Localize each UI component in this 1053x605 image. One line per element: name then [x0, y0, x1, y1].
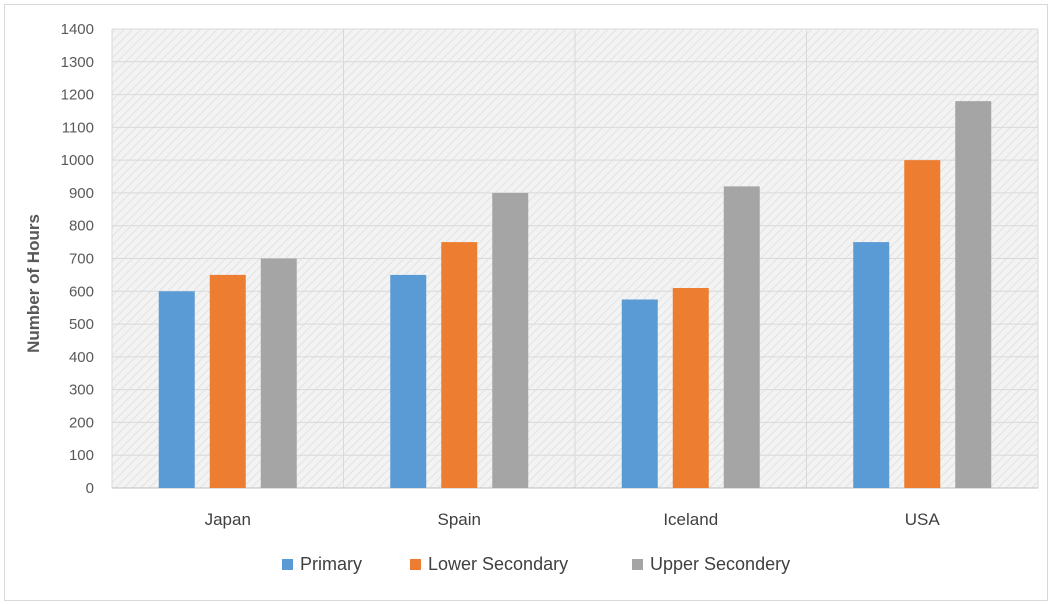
legend-label: Upper Secondery	[650, 554, 790, 574]
bar-upper-secondery-japan	[260, 258, 297, 488]
bar-primary-spain	[390, 274, 427, 488]
bar-upper-secondery-spain	[492, 192, 529, 488]
x-tick-label: Iceland	[663, 510, 718, 529]
bar-lower-secondary-japan	[209, 274, 246, 488]
y-tick-label: 1000	[61, 152, 94, 169]
y-tick-label: 300	[69, 382, 94, 399]
y-tick-label: 400	[69, 349, 94, 366]
legend-swatch	[410, 559, 421, 570]
y-tick-label: 800	[69, 218, 94, 235]
y-tick-label: 100	[69, 447, 94, 464]
bar-upper-secondery-iceland	[723, 186, 760, 488]
y-tick-label: 200	[69, 414, 94, 431]
bar-lower-secondary-spain	[441, 242, 478, 488]
x-tick-label: Spain	[438, 510, 481, 529]
y-tick-label: 1200	[61, 87, 94, 104]
y-axis-title: Number of Hours	[24, 214, 43, 353]
y-axis-ticks: 0 100 200 300 400 500 600 700 800 900 1000 1100 1200…	[61, 21, 94, 497]
legend-swatch	[282, 559, 293, 570]
y-tick-label: 1400	[61, 21, 94, 38]
bar-upper-secondery-usa	[955, 101, 992, 488]
legend-label: Lower Secondary	[428, 554, 568, 574]
legend: Primary Lower Secondary Upper Secondery	[282, 554, 790, 574]
bar-primary-iceland	[621, 299, 658, 488]
y-tick-label: 0	[86, 480, 94, 497]
legend-swatch	[632, 559, 643, 570]
bar-lower-secondary-usa	[904, 160, 941, 488]
bar-lower-secondary-iceland	[672, 288, 709, 488]
legend-label: Primary	[300, 554, 362, 574]
y-tick-label: 1100	[62, 119, 94, 136]
bar-primary-japan	[158, 291, 195, 488]
x-axis-ticks: Japan Spain Iceland USA	[205, 510, 941, 529]
x-tick-label: USA	[905, 510, 941, 529]
y-tick-label: 1300	[61, 54, 94, 71]
bar-primary-usa	[853, 242, 890, 488]
bars	[158, 101, 992, 488]
y-tick-label: 900	[69, 185, 94, 202]
y-tick-label: 700	[69, 251, 94, 268]
y-tick-label: 600	[69, 283, 94, 300]
x-tick-label: Japan	[205, 510, 251, 529]
y-tick-label: 500	[69, 316, 94, 333]
